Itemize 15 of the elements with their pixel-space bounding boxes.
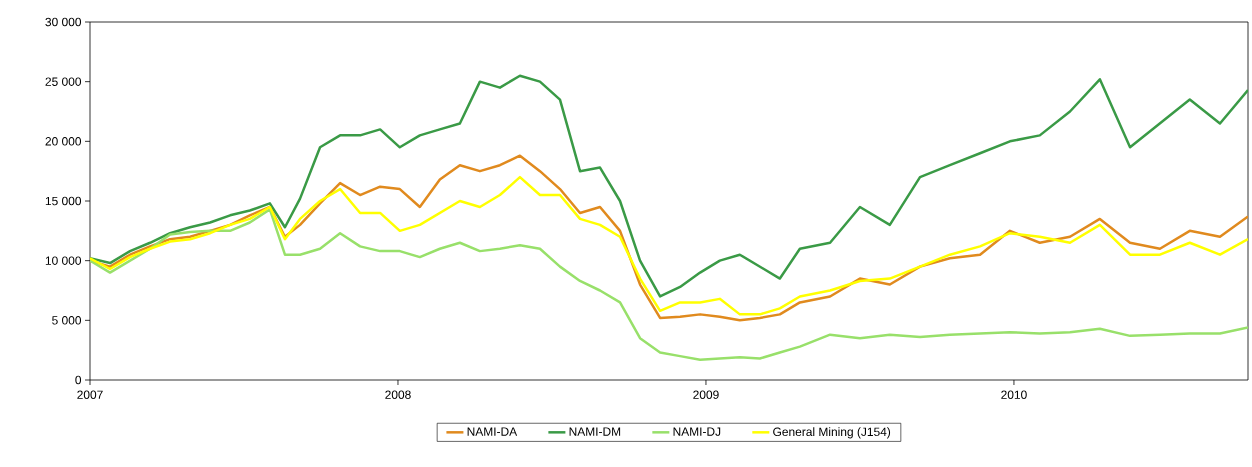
y-tick-label: 5 000 <box>52 316 82 325</box>
x-tick-label: 2009 <box>693 390 719 399</box>
y-tick-label: 15 000 <box>45 196 82 206</box>
x-tick-label: 2010 <box>1001 390 1027 399</box>
legend-label: NAMI-DJ <box>673 427 721 436</box>
y-tick-label: 10 000 <box>45 256 82 265</box>
y-tick-label: 20 000 <box>45 137 82 146</box>
legend-label: NAMI-DA <box>467 427 518 436</box>
y-tick-label: 0 <box>75 375 82 385</box>
y-tick-label: 25 000 <box>45 77 82 86</box>
x-tick-label: 2008 <box>385 390 411 399</box>
x-tick-label: 2007 <box>77 390 103 399</box>
legend-label: General Mining (J154) <box>773 427 891 439</box>
y-tick-label: 30 000 <box>45 17 82 27</box>
legend-label: NAMI-DM <box>569 427 621 436</box>
